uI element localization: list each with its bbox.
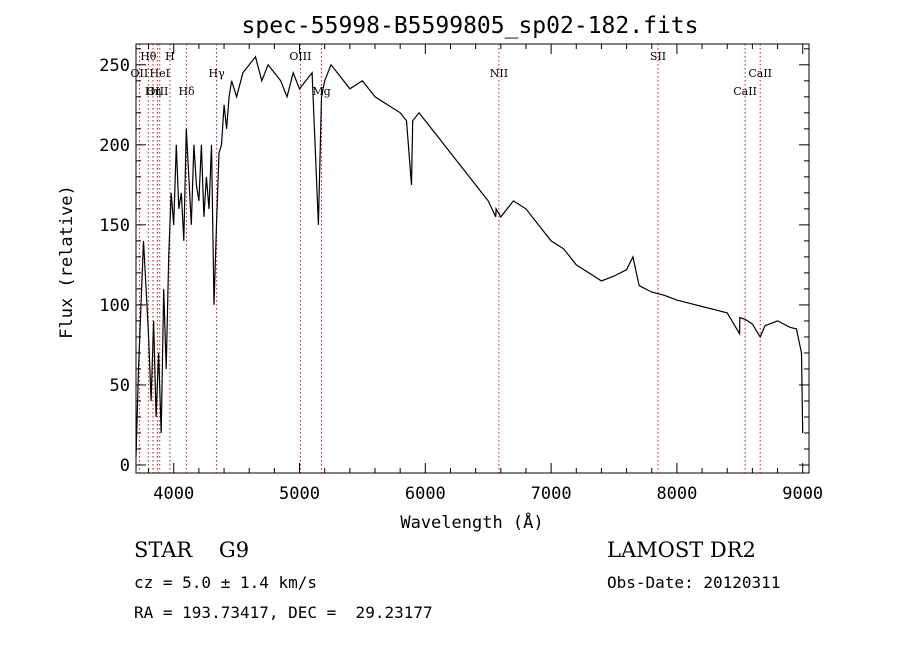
spectral-line-label: CaII bbox=[748, 67, 772, 80]
x-tick-label: 5000 bbox=[279, 484, 320, 504]
y-axis-label: Flux (relative) bbox=[57, 185, 77, 339]
spectral-line-label: OIII bbox=[289, 50, 311, 63]
observation-date: Obs-Date: 20120311 bbox=[607, 573, 781, 592]
x-tick-label: 7000 bbox=[531, 484, 572, 504]
redshift-velocity: cz = 5.0 ± 1.4 km/s bbox=[134, 573, 318, 592]
x-tick-label: 4000 bbox=[153, 484, 194, 504]
spectral-line-label: H bbox=[165, 50, 175, 63]
spectral-line-label: HeI bbox=[150, 67, 170, 80]
object-class: STAR G9 bbox=[134, 538, 250, 562]
spectral-line-label: Hγ bbox=[209, 67, 226, 80]
x-tick-label: 8000 bbox=[656, 484, 697, 504]
survey-name: LAMOST DR2 bbox=[607, 538, 756, 562]
axis-ticks: 4000 5000 6000 7000 8000 9000 0 50 100 150 200 250 bbox=[99, 44, 823, 504]
x-axis-label: Wavelength (Å) bbox=[400, 511, 543, 533]
x-tick-label: 9000 bbox=[782, 484, 823, 504]
spectral-line-label: Hδ bbox=[178, 85, 195, 98]
spectral-line-label: Hη bbox=[145, 85, 161, 98]
spectrum-line bbox=[135, 55, 804, 458]
y-tick-label: 100 bbox=[99, 296, 130, 316]
y-tick-label: 150 bbox=[99, 216, 130, 236]
spectral-line-label: SII bbox=[650, 50, 666, 63]
coordinates: RA = 193.73417, DEC = 29.23177 bbox=[134, 603, 433, 622]
spectral-line-label: Mg bbox=[312, 85, 330, 98]
spectral-line-label: OII bbox=[131, 67, 149, 80]
spectral-line-label: NII bbox=[490, 67, 508, 80]
y-tick-label: 250 bbox=[99, 56, 130, 76]
y-tick-label: 0 bbox=[120, 456, 130, 476]
chart-title: spec-55998-B5599805_sp02-182.fits bbox=[242, 13, 699, 39]
y-tick-label: 200 bbox=[99, 136, 130, 156]
y-tick-label: 50 bbox=[110, 376, 130, 396]
spectral-line-label: OIII bbox=[146, 85, 168, 98]
spectral-line-label: CaII bbox=[733, 85, 757, 98]
x-tick-label: 6000 bbox=[405, 484, 446, 504]
spectral-line-label: Hθ bbox=[140, 50, 157, 63]
plot-frame bbox=[135, 43, 810, 474]
